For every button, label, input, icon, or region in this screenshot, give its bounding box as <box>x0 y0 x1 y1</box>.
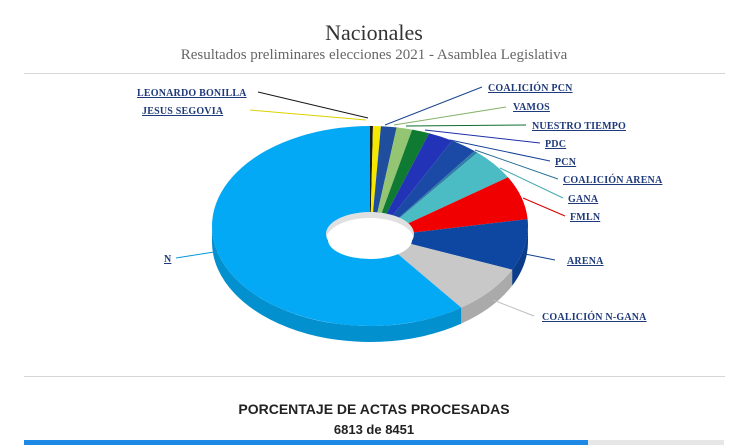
slice-label[interactable]: JESUS SEGOVIA <box>142 106 224 117</box>
leader-line <box>257 91 369 119</box>
pie-slice-fmln[interactable] <box>408 177 528 233</box>
leader-line <box>474 149 559 180</box>
leader-line <box>249 109 367 121</box>
progress-bar-fill <box>24 440 589 445</box>
pie-slice-coalici-n-pcn[interactable] <box>373 126 397 213</box>
leader-line <box>405 124 527 127</box>
slice-label[interactable]: FMLN <box>570 212 601 223</box>
slice-side <box>512 226 528 286</box>
pie-slice-pdc[interactable] <box>386 133 453 216</box>
slice-label[interactable]: NUESTRO TIEMPO <box>532 121 626 132</box>
slice-label[interactable]: VAMOS <box>513 102 550 113</box>
leader-lines <box>175 86 566 317</box>
pie-slice-jesus-segovia[interactable] <box>370 126 381 213</box>
pie-slices <box>211 126 529 326</box>
pie-slice-pcn[interactable] <box>392 140 475 218</box>
pie-sides <box>212 226 528 342</box>
chart-title: Nacionales <box>325 20 423 45</box>
slice-label[interactable]: COALICIÓN N-GANA <box>542 311 647 323</box>
bottom-divider <box>24 376 725 377</box>
slice-label[interactable]: COALICIÓN ARENA <box>563 174 663 186</box>
slice-label[interactable]: LEONARDO BONILLA <box>137 88 247 99</box>
doughnut-inner-wall <box>326 212 414 240</box>
slice-label[interactable]: ARENA <box>567 256 604 267</box>
leader-line <box>492 299 535 317</box>
slice-labels: LEONARDO BONILLA JESUS SEGOVIA COALICIÓN P… <box>137 82 663 323</box>
pie-slice-leonardo-bonilla[interactable] <box>370 126 373 213</box>
pie-slice-coalici-n-arena[interactable] <box>399 150 478 218</box>
leader-line <box>384 86 483 126</box>
pie-slice-nuestro-tiempo[interactable] <box>381 129 430 214</box>
pie-slice-coalici-n-n-gana[interactable] <box>395 243 513 308</box>
leader-line <box>449 139 551 162</box>
slice-label[interactable]: PDC <box>545 139 566 150</box>
top-divider <box>24 73 725 74</box>
leader-line <box>522 197 566 217</box>
progress-count: 6813 de 8451 <box>333 422 415 437</box>
slice-side <box>212 226 462 342</box>
pie-slice-gana[interactable] <box>399 152 508 224</box>
chart-subtitle: Resultados preliminares elecciones 2021 … <box>180 47 568 63</box>
leader-line <box>424 129 541 144</box>
slice-label[interactable]: PCN <box>555 157 577 168</box>
slice-side <box>461 269 513 324</box>
pie-slice-vamos[interactable] <box>377 127 413 213</box>
leader-line <box>499 167 564 199</box>
progress-title: PORCENTAJE DE ACTAS PROCESADAS <box>238 401 510 417</box>
leader-line <box>519 252 556 261</box>
leader-line <box>175 251 215 259</box>
slice-label[interactable]: N <box>164 254 172 265</box>
slice-label[interactable]: GANA <box>568 194 599 205</box>
doughnut-hole <box>328 221 412 259</box>
leader-line <box>393 106 507 126</box>
pie-slice-n[interactable] <box>211 126 462 326</box>
progress-bar <box>24 440 724 445</box>
slice-label[interactable]: COALICIÓN PCN <box>488 82 573 94</box>
pie-slice-arena[interactable] <box>409 219 529 270</box>
